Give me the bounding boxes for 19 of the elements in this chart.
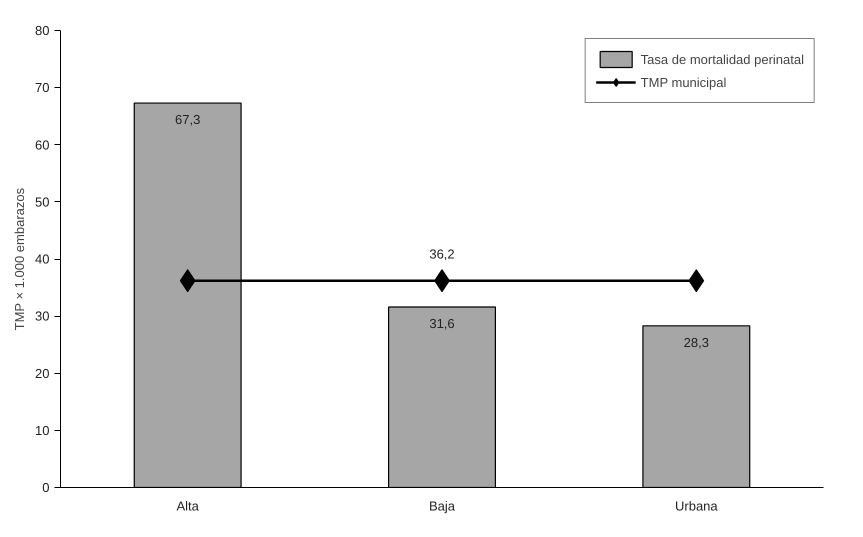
data-label: 28,3: [684, 334, 709, 350]
y-tick-label: 70: [35, 80, 50, 96]
y-tick-label: 30: [35, 308, 50, 324]
y-tick-label: 20: [35, 366, 50, 381]
data-label: 31,6: [429, 316, 455, 331]
y-tick-label: 0: [42, 480, 50, 495]
data-label: 36,2: [429, 246, 455, 262]
x-tick-label: Alta: [176, 498, 200, 514]
data-label: 67,3: [175, 112, 200, 128]
y-tick-label: 40: [35, 252, 50, 266]
legend-label: TMP municipal: [640, 74, 726, 90]
y-tick-label: 80: [35, 23, 50, 38]
x-tick-label: Baja: [428, 498, 456, 514]
legend-label: Tasa de mortalidad perinatal: [640, 52, 804, 66]
y-tick-label: 10: [35, 422, 50, 438]
x-tick-label: Urbana: [675, 498, 718, 514]
y-tick-label: 60: [35, 137, 50, 152]
y-tick-label: 50: [35, 194, 50, 210]
y-axis-title: TMP × 1.000 embarazos: [12, 187, 28, 330]
